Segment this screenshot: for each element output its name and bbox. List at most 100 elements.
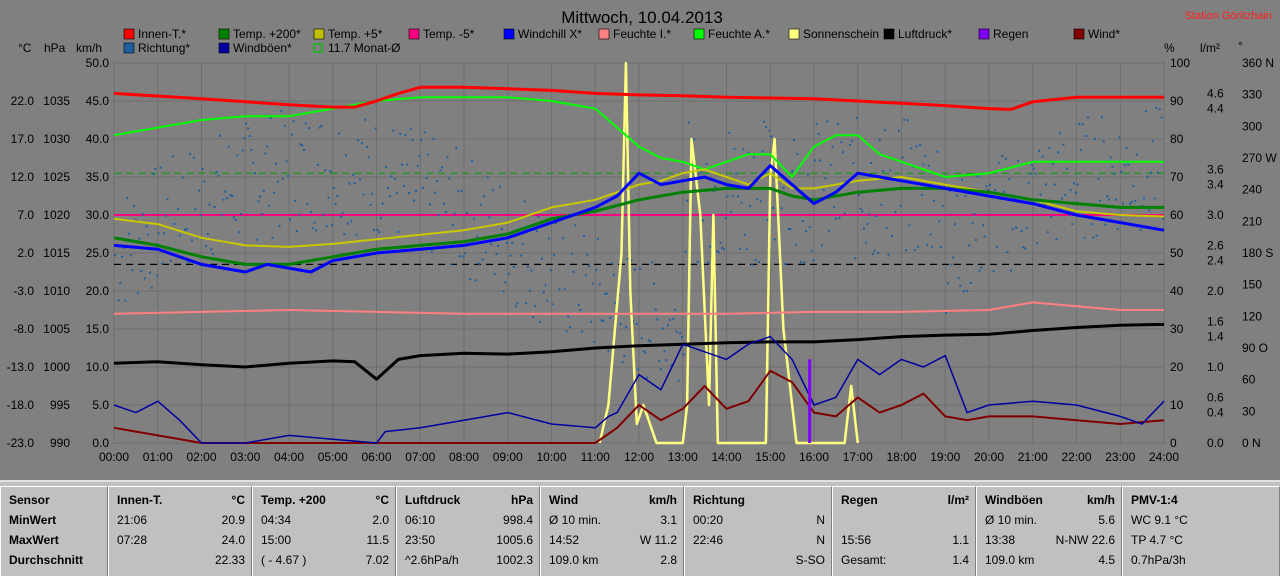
direction-dot [717, 251, 720, 254]
direction-dot [530, 269, 533, 272]
direction-dot [1032, 167, 1035, 170]
direction-dot [642, 350, 645, 353]
direction-dot [206, 233, 209, 236]
axis-tick-percent: 60 [1170, 208, 1184, 222]
direction-dot [805, 230, 808, 233]
legend-swatch [1073, 28, 1085, 40]
direction-dot [1034, 172, 1037, 175]
direction-dot [1020, 230, 1023, 233]
direction-dot [602, 319, 605, 322]
direction-dot [623, 355, 626, 358]
direction-dot [196, 236, 199, 239]
direction-dot [227, 145, 230, 148]
direction-dot [348, 182, 351, 185]
direction-dot [1095, 234, 1098, 237]
direction-dot [637, 368, 640, 371]
direction-dot [840, 141, 843, 144]
stats-row: S-SO [685, 553, 831, 572]
direction-dot [838, 216, 841, 219]
direction-dot [670, 364, 673, 367]
direction-dot [852, 162, 855, 165]
direction-dot [667, 324, 669, 327]
direction-dot [252, 161, 255, 164]
stats-row: PMV-1:4 [1123, 493, 1279, 512]
direction-dot [719, 241, 722, 244]
direction-dot [451, 224, 454, 227]
direction-dot [124, 299, 127, 302]
legend-swatch [313, 43, 323, 53]
direction-dot [147, 233, 150, 236]
direction-dot [714, 185, 717, 188]
legend-swatch [693, 28, 705, 40]
direction-dot [231, 194, 234, 197]
direction-dot [299, 143, 302, 146]
direction-dot [870, 161, 872, 164]
axis-tick-temp: 7.0 [17, 208, 34, 222]
direction-dot [1097, 177, 1100, 180]
direction-dot [399, 132, 402, 135]
direction-dot [549, 268, 552, 271]
direction-dot [504, 281, 507, 284]
stats-cell-value: W 11.2 [639, 533, 677, 547]
direction-dot [640, 337, 643, 340]
direction-dot [1094, 137, 1096, 140]
legend-entry: Richtung* [138, 41, 190, 55]
stats-column: Richtung 00:20 N 22:46 N S-SO [684, 486, 832, 576]
direction-dot [226, 197, 228, 200]
axis-tick-percent: 10 [1170, 398, 1184, 412]
axis-tick-time: 09:00 [493, 450, 523, 464]
direction-dot [1125, 147, 1128, 150]
direction-dot [731, 194, 734, 197]
direction-dot [815, 123, 818, 126]
axis-tick-deg: 150 [1242, 278, 1262, 292]
axis-tick-time: 02:00 [186, 450, 216, 464]
series-windböen [113, 335, 1165, 444]
stats-row: 07:28 24.0 [109, 533, 251, 552]
axis-tick-hpa: 1005 [43, 322, 70, 336]
axis-tick-deg: 30 [1242, 404, 1256, 418]
direction-dot [931, 245, 934, 248]
direction-dot [268, 204, 270, 207]
legend-swatch [598, 28, 610, 40]
axis-tick-hpa: 1015 [43, 246, 70, 260]
stats-cell-label: 22:46 [693, 533, 724, 547]
stats-row: Windböen km/h [977, 493, 1121, 512]
direction-dot [121, 255, 123, 258]
legend-entry: Innen-T.* [138, 27, 186, 41]
direction-dot [976, 175, 979, 178]
direction-dot [1038, 149, 1040, 152]
direction-dot [819, 159, 822, 162]
direction-dot [700, 170, 703, 173]
direction-dot [1157, 171, 1159, 174]
direction-dot [982, 224, 984, 227]
direction-dot [563, 287, 566, 290]
direction-dot [878, 139, 881, 142]
direction-dot [1132, 185, 1135, 188]
stats-cell-value: N-NW 22.6 [1055, 533, 1115, 547]
axis-tick-hpa: 990 [50, 436, 70, 450]
direction-dot [406, 163, 409, 166]
direction-dot [191, 239, 193, 242]
direction-dot [621, 361, 624, 364]
direction-dot [140, 269, 143, 272]
direction-dot [730, 210, 732, 213]
direction-dot [138, 237, 141, 240]
direction-dot [997, 161, 1000, 164]
axis-tick-rain: 0.6 [1207, 390, 1224, 404]
direction-dot [324, 169, 326, 172]
direction-dot [1064, 193, 1067, 196]
direction-dot [177, 208, 179, 211]
axis-tick-deg: 210 [1242, 214, 1262, 228]
stats-cell-label: 15:56 [841, 533, 872, 547]
direction-dot [224, 190, 227, 193]
direction-dot [733, 148, 736, 151]
direction-dot [796, 153, 799, 156]
axis-tick-hpa: 1030 [43, 132, 70, 146]
direction-dot [905, 249, 907, 252]
direction-dot [166, 198, 169, 201]
stats-cell-label: Wind [549, 493, 579, 507]
unit-lm2: l/m² [1200, 41, 1220, 55]
direction-dot [597, 237, 599, 240]
stats-cell-value: 20.9 [221, 513, 245, 527]
direction-dot [756, 198, 759, 201]
